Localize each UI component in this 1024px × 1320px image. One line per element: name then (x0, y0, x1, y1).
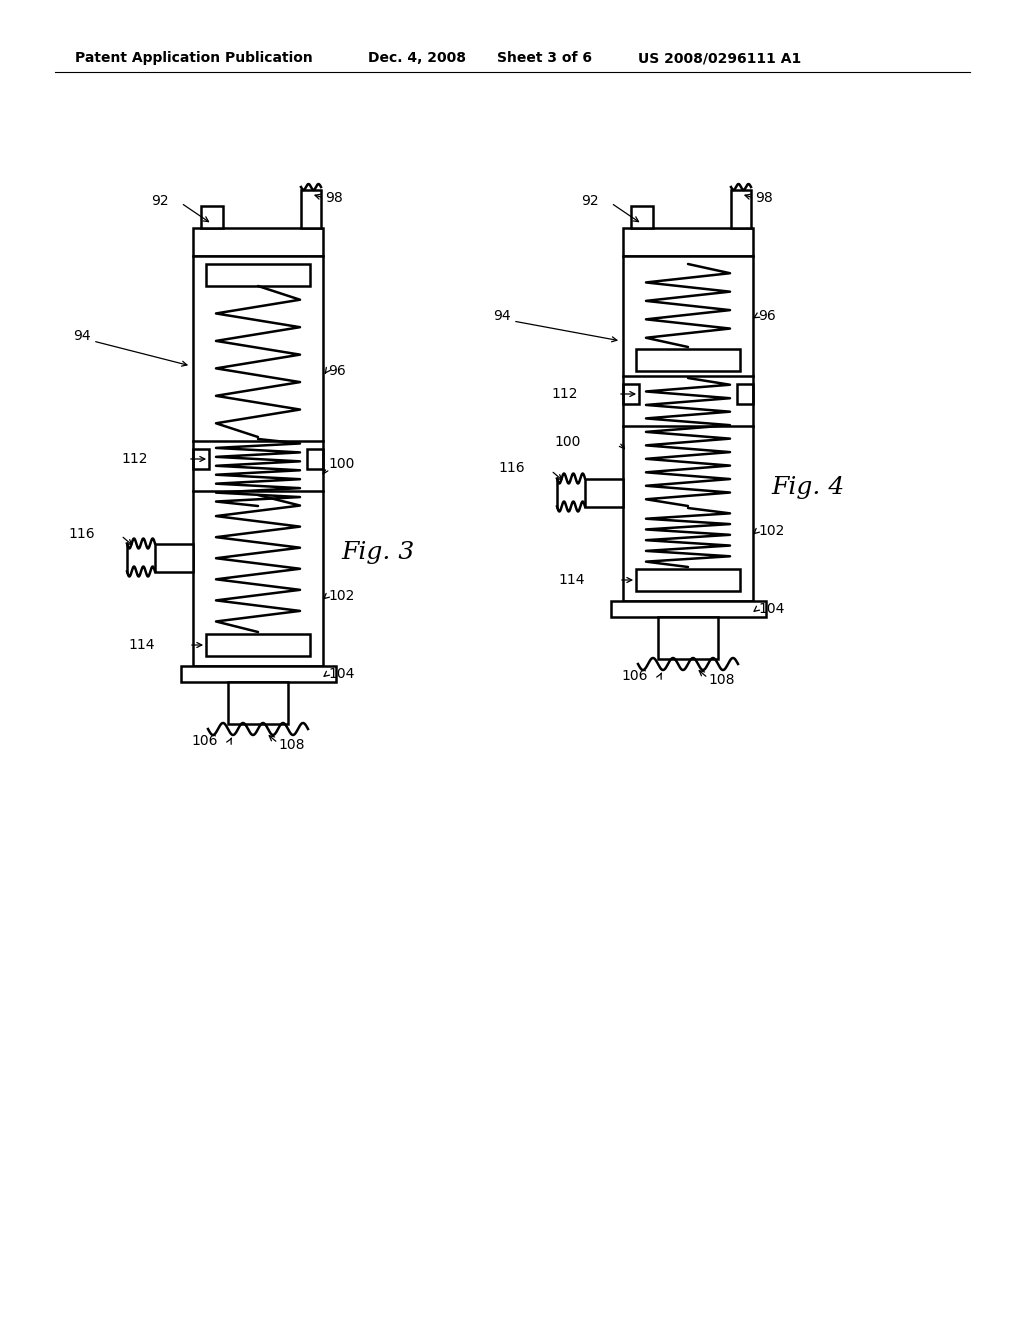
Bar (307, 449, 323, 469)
Bar (180, 667, 336, 682)
Bar (585, 479, 623, 507)
Text: 112: 112 (552, 387, 578, 401)
Text: 92: 92 (151, 194, 169, 209)
Text: 108: 108 (708, 673, 734, 686)
Text: Fig. 4: Fig. 4 (771, 475, 844, 499)
Text: Fig. 3: Fig. 3 (341, 541, 415, 564)
Bar (636, 569, 740, 591)
Bar (228, 682, 288, 723)
Text: 100: 100 (328, 458, 354, 471)
Text: 100: 100 (555, 436, 581, 449)
Text: Dec. 4, 2008: Dec. 4, 2008 (368, 51, 466, 65)
Text: 96: 96 (758, 309, 776, 323)
Text: 92: 92 (581, 194, 599, 209)
Bar (201, 206, 223, 228)
Text: 116: 116 (69, 527, 95, 540)
Text: Sheet 3 of 6: Sheet 3 of 6 (497, 51, 592, 65)
Text: 112: 112 (122, 451, 148, 466)
Text: 104: 104 (758, 602, 784, 616)
Text: 94: 94 (493, 309, 511, 323)
Bar (155, 544, 193, 572)
Text: 102: 102 (758, 524, 784, 539)
Bar (623, 426, 753, 601)
Bar (610, 601, 766, 616)
Text: 108: 108 (278, 738, 304, 752)
Text: 104: 104 (328, 667, 354, 681)
Bar (206, 634, 310, 656)
Text: 98: 98 (755, 191, 773, 205)
Bar (631, 206, 653, 228)
Text: 98: 98 (325, 191, 343, 205)
Bar (206, 264, 310, 286)
Bar (193, 256, 323, 441)
Text: 114: 114 (128, 638, 155, 652)
Text: Patent Application Publication: Patent Application Publication (75, 51, 312, 65)
Bar (636, 348, 740, 371)
Bar (731, 190, 751, 228)
Text: 116: 116 (499, 462, 525, 475)
Text: 106: 106 (622, 669, 648, 682)
Bar (737, 384, 753, 404)
Text: 94: 94 (73, 329, 91, 343)
Text: 114: 114 (558, 573, 585, 587)
Text: US 2008/0296111 A1: US 2008/0296111 A1 (638, 51, 801, 65)
Bar (623, 228, 753, 256)
Text: 96: 96 (328, 364, 346, 378)
Bar (623, 384, 639, 404)
Bar (658, 616, 718, 659)
Bar (193, 228, 323, 256)
Bar (301, 190, 321, 228)
Bar (623, 256, 753, 376)
Bar (193, 449, 209, 469)
Text: 106: 106 (191, 734, 218, 748)
Text: 102: 102 (328, 589, 354, 603)
Bar (193, 491, 323, 667)
